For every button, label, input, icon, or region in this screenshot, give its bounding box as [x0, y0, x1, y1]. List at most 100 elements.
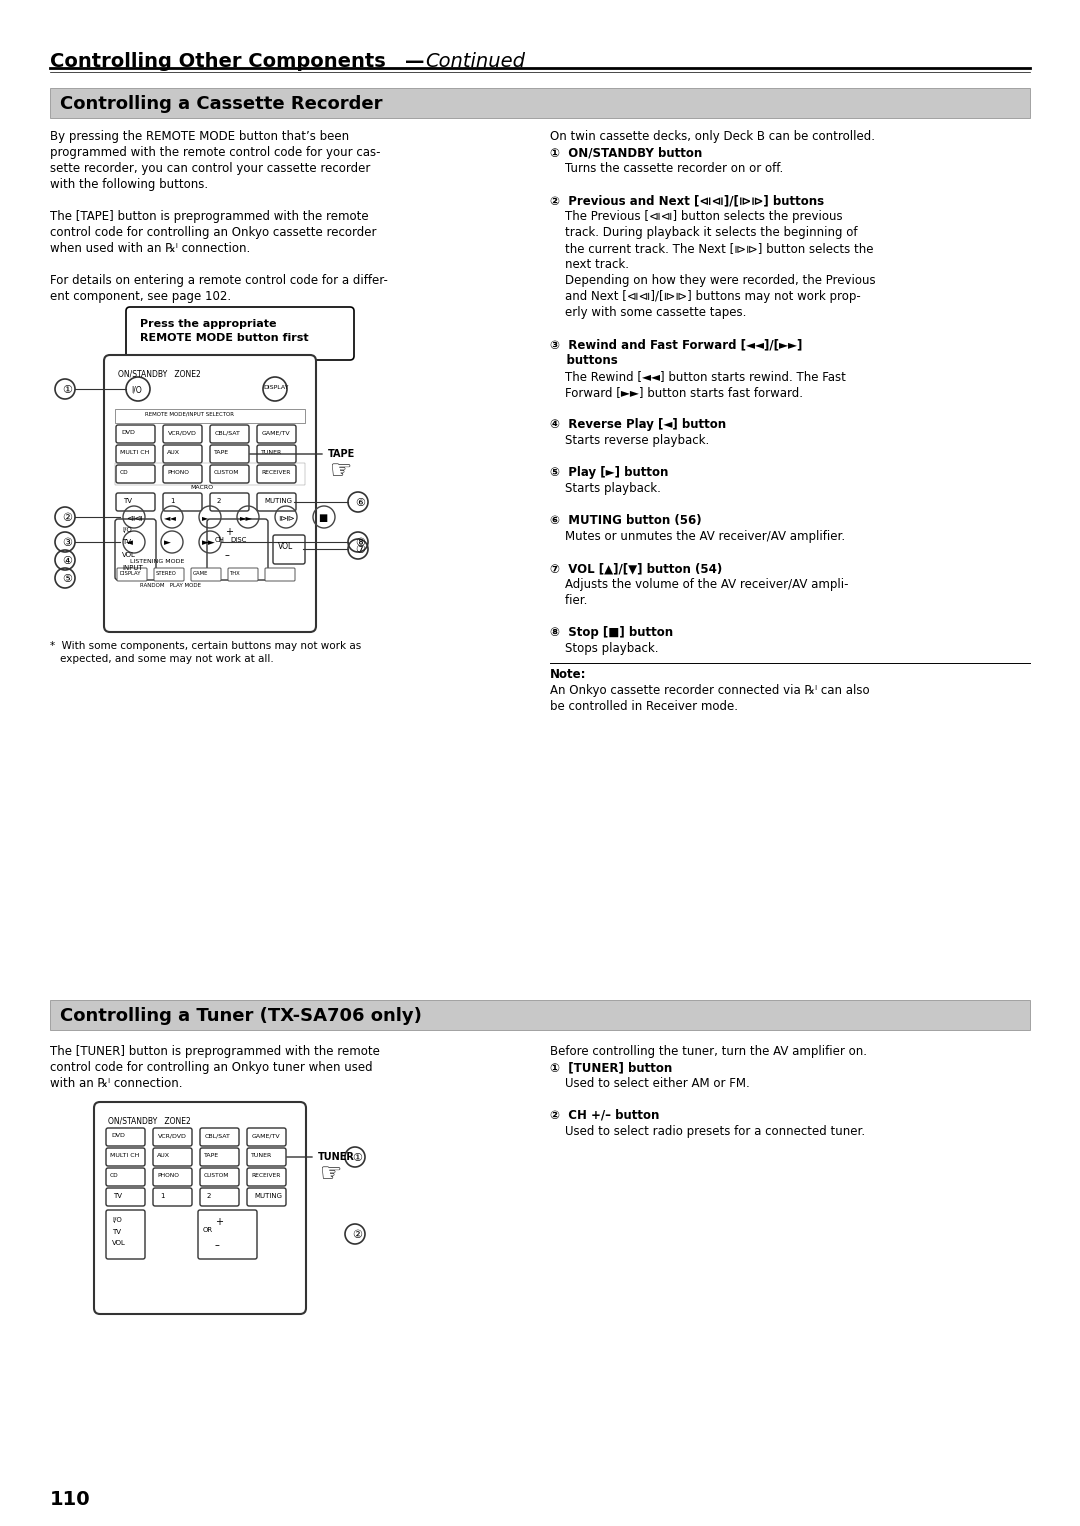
FancyBboxPatch shape	[191, 568, 221, 581]
Text: ①  ON/STANDBY button: ① ON/STANDBY button	[550, 146, 702, 159]
Text: fier.: fier.	[550, 594, 588, 607]
Text: PHONO: PHONO	[157, 1173, 179, 1178]
Text: Turns the cassette recorder on or off.: Turns the cassette recorder on or off.	[550, 162, 783, 175]
FancyBboxPatch shape	[153, 1167, 192, 1186]
FancyBboxPatch shape	[116, 465, 156, 484]
Text: On twin cassette decks, only Deck B can be controlled.: On twin cassette decks, only Deck B can …	[550, 130, 875, 143]
Text: ☞: ☞	[320, 1161, 342, 1186]
Text: when used with an ℞ᴵ connection.: when used with an ℞ᴵ connection.	[50, 243, 251, 255]
Text: ►►: ►►	[202, 539, 216, 546]
FancyBboxPatch shape	[247, 1128, 286, 1146]
Text: TUNER: TUNER	[251, 1154, 272, 1158]
Text: ②: ②	[352, 1230, 362, 1241]
Text: +: +	[215, 1218, 222, 1227]
Text: 110: 110	[50, 1489, 91, 1509]
Text: ON/STANDBY   ZONE2: ON/STANDBY ZONE2	[118, 369, 201, 378]
Text: I/O: I/O	[131, 385, 141, 394]
Text: CBL/SAT: CBL/SAT	[205, 1132, 231, 1138]
Text: Controlling a Tuner (TX-SA706 only): Controlling a Tuner (TX-SA706 only)	[60, 1007, 422, 1025]
Text: 1: 1	[170, 497, 175, 504]
Text: erly with some cassette tapes.: erly with some cassette tapes.	[550, 307, 746, 319]
Text: programmed with the remote control code for your cas-: programmed with the remote control code …	[50, 146, 380, 159]
Text: the current track. The Next [⧐⧐] button selects the: the current track. The Next [⧐⧐] button …	[550, 243, 874, 255]
Text: TAPE: TAPE	[204, 1154, 219, 1158]
FancyBboxPatch shape	[200, 1128, 239, 1146]
Text: For details on entering a remote control code for a differ-: For details on entering a remote control…	[50, 275, 388, 287]
FancyBboxPatch shape	[200, 1167, 239, 1186]
Text: LISTENING MODE: LISTENING MODE	[130, 559, 185, 565]
FancyBboxPatch shape	[114, 519, 156, 580]
FancyBboxPatch shape	[210, 493, 249, 511]
Text: Adjusts the volume of the AV receiver/AV ampli-: Adjusts the volume of the AV receiver/AV…	[550, 578, 849, 591]
Text: ON/STANDBY   ZONE2: ON/STANDBY ZONE2	[108, 1116, 191, 1125]
Text: –: –	[225, 549, 230, 560]
Text: DVD: DVD	[111, 1132, 125, 1138]
FancyBboxPatch shape	[210, 446, 249, 462]
FancyBboxPatch shape	[207, 519, 268, 580]
Text: ②: ②	[62, 513, 72, 523]
FancyBboxPatch shape	[104, 356, 316, 632]
Text: The Rewind [◄◄] button starts rewind. The Fast: The Rewind [◄◄] button starts rewind. Th…	[550, 369, 846, 383]
Text: RECEIVER: RECEIVER	[261, 470, 291, 475]
FancyBboxPatch shape	[106, 1167, 145, 1186]
Text: RANDOM   PLAY MODE: RANDOM PLAY MODE	[140, 583, 201, 588]
Text: *  With some components, certain buttons may not work as: * With some components, certain buttons …	[50, 641, 361, 652]
Text: CUSTOM: CUSTOM	[214, 470, 240, 475]
Text: DISPLAY: DISPLAY	[119, 571, 140, 575]
FancyBboxPatch shape	[153, 1148, 192, 1166]
Text: with the following buttons.: with the following buttons.	[50, 179, 208, 191]
FancyBboxPatch shape	[153, 1128, 192, 1146]
Text: GAME: GAME	[193, 571, 208, 575]
Text: TV: TV	[123, 497, 132, 504]
Text: be controlled in Receiver mode.: be controlled in Receiver mode.	[550, 700, 738, 713]
Text: control code for controlling an Onkyo tuner when used: control code for controlling an Onkyo tu…	[50, 1061, 373, 1074]
Text: ⑥  MUTING button (56): ⑥ MUTING button (56)	[550, 514, 702, 526]
Text: CUSTOM: CUSTOM	[204, 1173, 229, 1178]
Text: Used to select either AM or FM.: Used to select either AM or FM.	[550, 1077, 750, 1090]
Text: sette recorder, you can control your cassette recorder: sette recorder, you can control your cas…	[50, 162, 370, 175]
Text: The Previous [⧏⧏] button selects the previous: The Previous [⧏⧏] button selects the pre…	[550, 211, 842, 223]
Text: CH: CH	[215, 537, 225, 543]
FancyBboxPatch shape	[106, 1189, 145, 1206]
Text: ent component, see page 102.: ent component, see page 102.	[50, 290, 231, 304]
Text: expected, and some may not work at all.: expected, and some may not work at all.	[60, 655, 273, 664]
FancyBboxPatch shape	[154, 568, 184, 581]
FancyBboxPatch shape	[257, 493, 296, 511]
FancyBboxPatch shape	[247, 1167, 286, 1186]
Text: AUX: AUX	[167, 450, 180, 455]
Text: Used to select radio presets for a connected tuner.: Used to select radio presets for a conne…	[550, 1125, 865, 1138]
Text: DISC: DISC	[230, 537, 246, 543]
Text: ②  CH +/– button: ② CH +/– button	[550, 1109, 660, 1122]
Text: STEREO: STEREO	[156, 571, 177, 575]
FancyBboxPatch shape	[116, 493, 156, 511]
Text: TV: TV	[112, 1228, 121, 1235]
Text: Controlling Other Components: Controlling Other Components	[50, 52, 386, 72]
FancyBboxPatch shape	[257, 465, 296, 484]
Text: TUNER: TUNER	[261, 450, 282, 455]
Text: PHONO: PHONO	[167, 470, 189, 475]
Text: buttons: buttons	[550, 354, 618, 366]
Bar	[114, 462, 305, 485]
Text: RECEIVER: RECEIVER	[251, 1173, 281, 1178]
Text: Starts reverse playback.: Starts reverse playback.	[550, 433, 710, 447]
Text: VCR/DVD: VCR/DVD	[168, 430, 197, 435]
FancyBboxPatch shape	[116, 446, 156, 462]
FancyBboxPatch shape	[210, 426, 249, 443]
Text: TV: TV	[113, 1193, 122, 1199]
FancyBboxPatch shape	[126, 307, 354, 360]
Text: Starts playback.: Starts playback.	[550, 482, 661, 494]
Text: ■: ■	[318, 513, 327, 523]
Text: OR: OR	[203, 1227, 213, 1233]
Text: next track.: next track.	[550, 258, 629, 272]
Text: –: –	[215, 1241, 220, 1250]
Text: An Onkyo cassette recorder connected via ℞ᴵ can also: An Onkyo cassette recorder connected via…	[550, 684, 869, 697]
Text: MUTING: MUTING	[264, 497, 292, 504]
Text: THX: THX	[230, 571, 241, 575]
Text: MULTI CH: MULTI CH	[110, 1154, 139, 1158]
FancyBboxPatch shape	[106, 1210, 145, 1259]
Text: ⑦: ⑦	[355, 545, 365, 555]
Text: The [TAPE] button is preprogrammed with the remote: The [TAPE] button is preprogrammed with …	[50, 211, 368, 223]
Text: ①  [TUNER] button: ① [TUNER] button	[550, 1061, 672, 1074]
FancyBboxPatch shape	[163, 446, 202, 462]
FancyBboxPatch shape	[210, 465, 249, 484]
